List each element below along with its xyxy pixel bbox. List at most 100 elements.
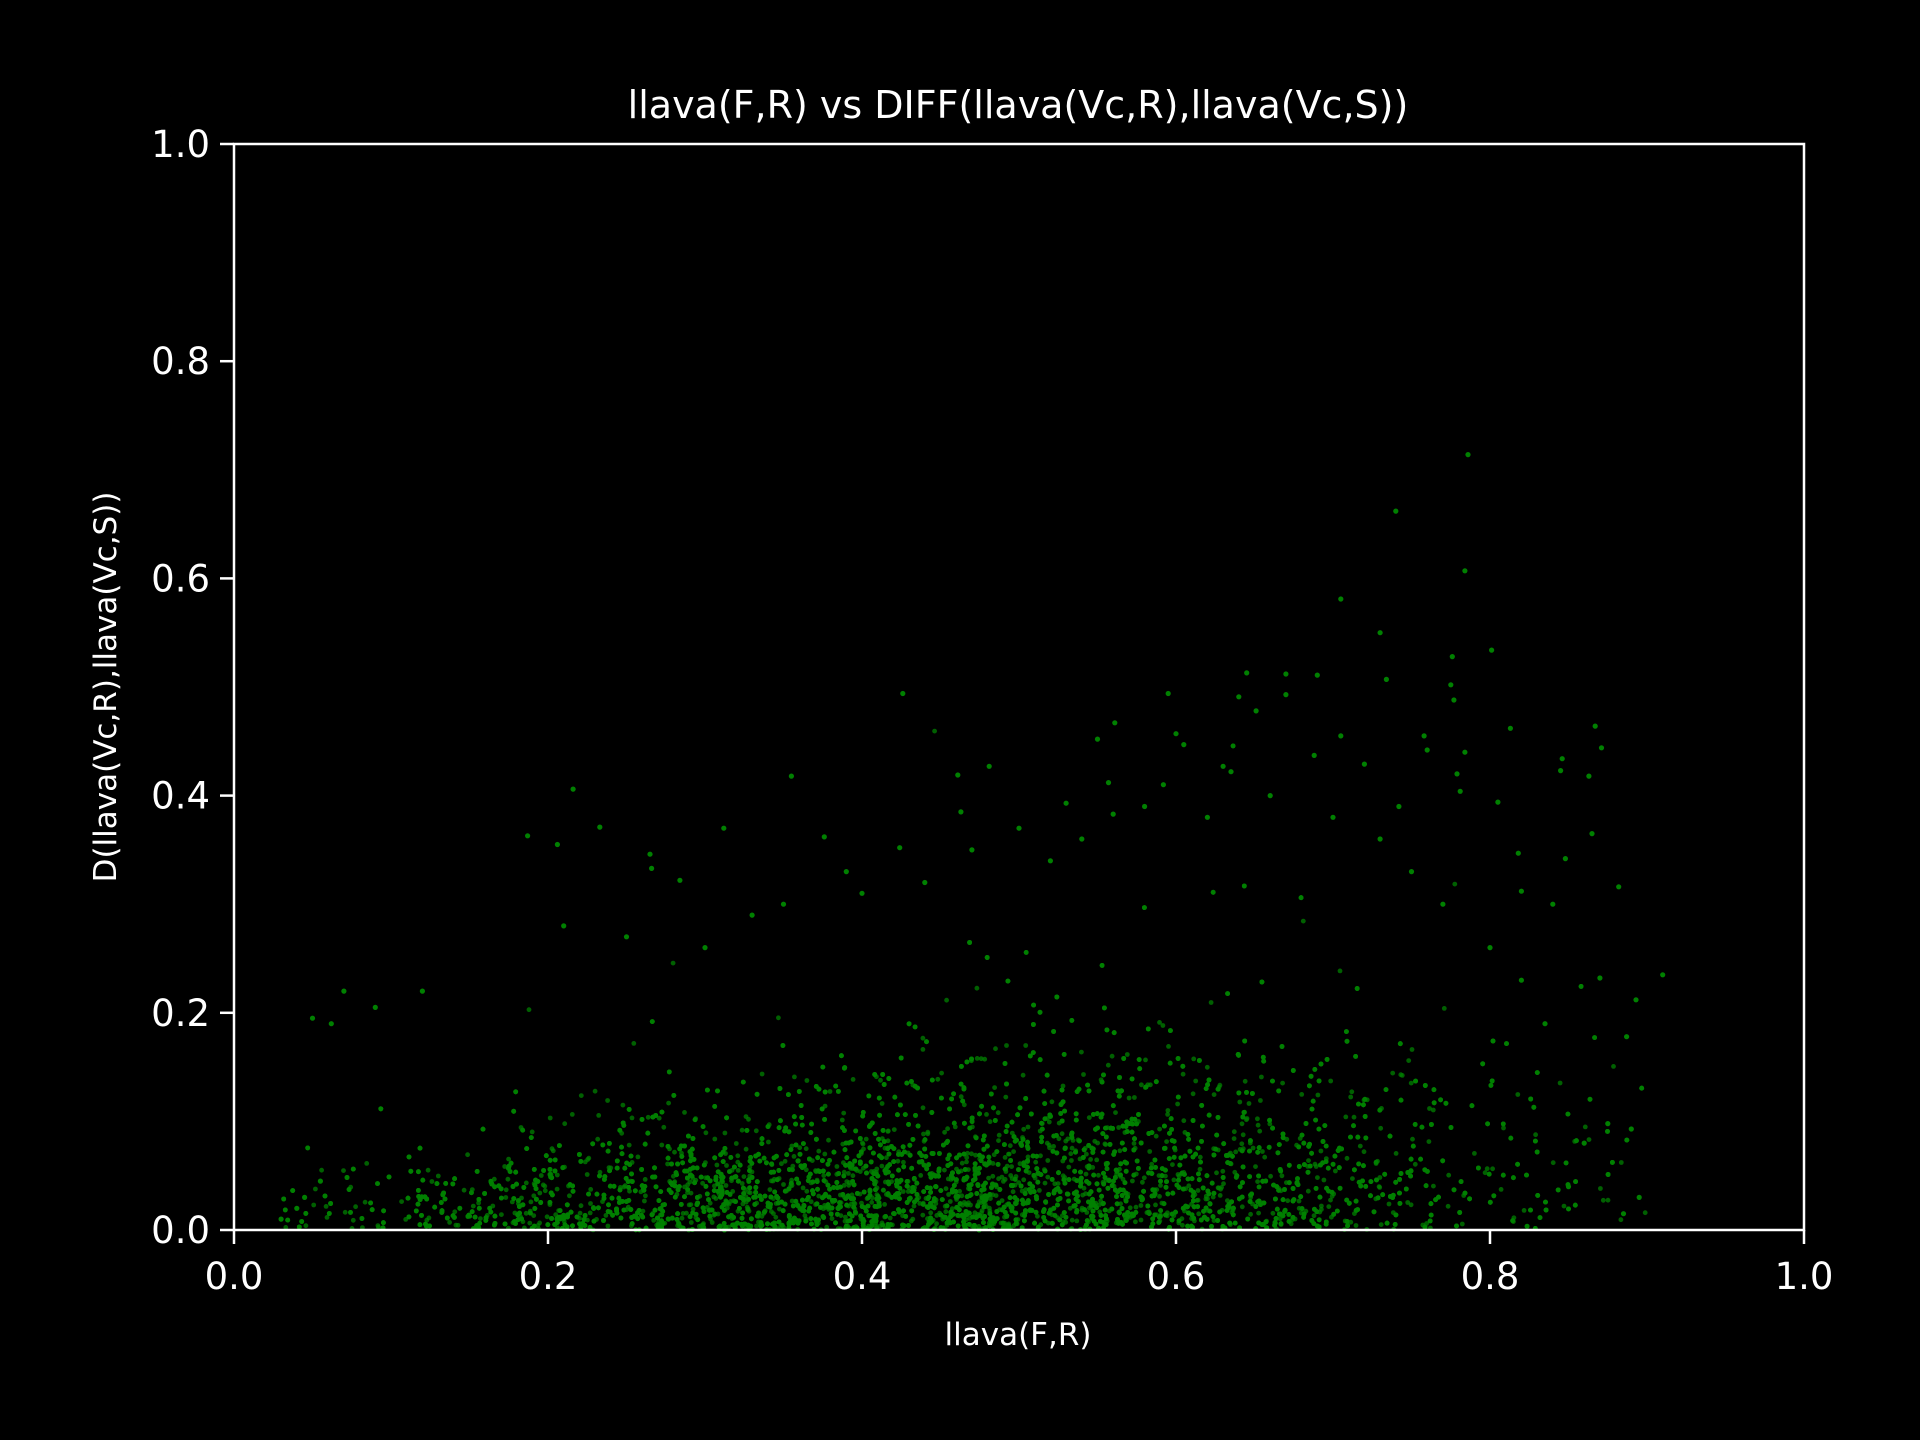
scatter-point	[1253, 708, 1259, 714]
scatter-point	[700, 1180, 705, 1186]
scatter-point	[1299, 1092, 1305, 1097]
scatter-point	[341, 988, 347, 994]
scatter-point	[1628, 1126, 1634, 1132]
scatter-point	[1430, 1107, 1436, 1113]
scatter-point	[1457, 788, 1463, 794]
scatter-point	[1066, 1164, 1072, 1170]
scatter-point	[1618, 1217, 1624, 1223]
scatter-point	[1406, 1058, 1412, 1063]
scatter-point	[753, 1128, 759, 1134]
scatter-point	[816, 1193, 822, 1199]
scatter-point	[1296, 1198, 1302, 1204]
scatter-point	[1557, 1080, 1563, 1086]
scatter-point	[1378, 1125, 1384, 1131]
scatter-point	[958, 1094, 964, 1100]
scatter-point	[1220, 763, 1226, 769]
scatter-point	[990, 1173, 996, 1179]
scatter-point	[1127, 1205, 1133, 1211]
scatter-point	[1300, 918, 1306, 924]
scatter-point	[780, 901, 787, 907]
scatter-point	[659, 1142, 665, 1148]
scatter-point	[1001, 1179, 1006, 1184]
scatter-point	[771, 1211, 776, 1216]
scatter-point	[424, 1217, 430, 1223]
scatter-point	[723, 1183, 729, 1188]
scatter-point	[478, 1216, 483, 1221]
scatter-point	[702, 945, 708, 951]
scatter-point	[1421, 733, 1427, 739]
scatter-point	[1010, 1189, 1016, 1195]
scatter-point	[1143, 1057, 1148, 1063]
scatter-point	[995, 1110, 1001, 1116]
scatter-point	[567, 1193, 572, 1199]
scatter-point	[707, 1200, 713, 1206]
scatter-point	[792, 1074, 797, 1080]
scatter-point	[1088, 1157, 1093, 1162]
scatter-point	[1148, 1082, 1153, 1088]
scatter-point	[987, 1119, 993, 1125]
scatter-point	[656, 1115, 662, 1121]
scatter-point	[1138, 1217, 1144, 1223]
scatter-point	[425, 1167, 431, 1173]
scatter-point	[1081, 1072, 1086, 1077]
scatter-point	[882, 1202, 887, 1207]
scatter-point	[629, 1115, 635, 1121]
scatter-point	[1518, 888, 1524, 894]
scatter-point	[645, 1114, 651, 1120]
scatter-point	[961, 1102, 967, 1108]
scatter-point	[841, 1110, 847, 1116]
scatter-point	[1482, 1170, 1488, 1176]
scatter-point	[1141, 1175, 1147, 1181]
scatter-point	[1338, 733, 1344, 739]
scatter-point	[1068, 1151, 1074, 1157]
scatter-point	[759, 1071, 765, 1077]
scatter-point	[1257, 1128, 1263, 1134]
scatter-point	[821, 1173, 827, 1178]
scatter-point	[978, 1056, 984, 1062]
scatter-point	[666, 1100, 671, 1106]
scatter-point	[549, 1146, 555, 1152]
scatter-point	[1318, 1148, 1324, 1154]
scatter-point	[928, 1210, 934, 1216]
scatter-point	[863, 1136, 869, 1142]
scatter-point	[1193, 1078, 1199, 1084]
scatter-point	[974, 1056, 980, 1061]
scatter-point	[1079, 1049, 1084, 1055]
scatter-point	[1431, 1183, 1436, 1189]
scatter-point	[1197, 1154, 1203, 1160]
scatter-point	[585, 1157, 591, 1162]
scatter-point	[1507, 725, 1513, 731]
scatter-point	[690, 1206, 696, 1212]
scatter-point	[1250, 1145, 1256, 1151]
scatter-point	[986, 1175, 991, 1181]
scatter-point	[934, 1213, 940, 1218]
scatter-point	[711, 1194, 717, 1200]
scatter-point	[1239, 1121, 1245, 1127]
scatter-point	[623, 934, 630, 940]
scatter-point	[1216, 1185, 1222, 1191]
scatter-point	[1116, 1125, 1122, 1130]
scatter-point	[526, 1007, 532, 1013]
scatter-point	[1023, 1043, 1029, 1048]
scatter-point	[319, 1167, 324, 1173]
scatter-point	[1239, 1141, 1245, 1147]
scatter-point	[1326, 1204, 1332, 1209]
scatter-points	[278, 452, 1666, 1233]
scatter-point	[1348, 1094, 1354, 1100]
scatter-point	[1214, 1170, 1219, 1176]
scatter-point	[1195, 1188, 1201, 1193]
scatter-point	[1279, 1173, 1285, 1179]
scatter-point	[1170, 1162, 1175, 1167]
scatter-point	[779, 1161, 784, 1167]
scatter-point	[1147, 1149, 1153, 1154]
scatter-point	[1462, 749, 1468, 755]
scatter-point	[372, 1004, 378, 1011]
scatter-point	[821, 834, 827, 840]
scatter-point	[519, 1195, 524, 1201]
scatter-point	[554, 1172, 560, 1178]
scatter-point	[781, 1182, 786, 1187]
scatter-point	[1165, 1108, 1171, 1113]
scatter-point	[920, 1105, 926, 1111]
scatter-point	[850, 1077, 856, 1082]
